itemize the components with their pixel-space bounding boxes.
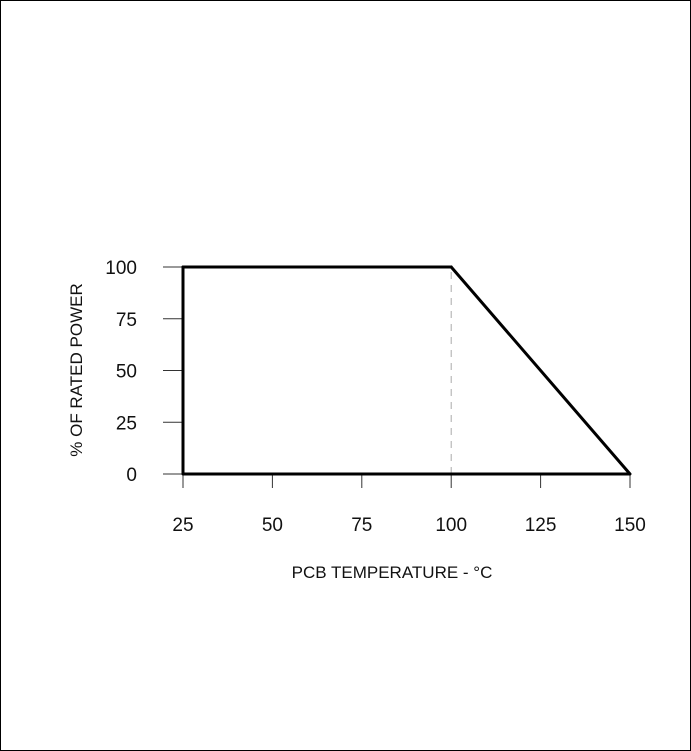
x-tick-label-25: 25 [172,515,193,536]
label-layer: 0 25 50 75 100 25 50 75 100 125 150 [105,258,646,536]
series-0-segment-2 [449,265,632,476]
x-tick-label-100: 100 [435,515,467,536]
x-tick-label-150: 150 [614,515,646,536]
y-tick-label-50: 50 [116,362,137,383]
x-tick-label-75: 75 [351,515,372,536]
y-tick-label-25: 25 [116,413,137,434]
y-axis-title: % OF RATED POWER [67,283,86,456]
axis-layer [163,266,631,488]
x-tick-label-125: 125 [525,515,557,536]
y-tick-label-75: 75 [116,310,137,331]
x-tick-label-50: 50 [262,515,283,536]
x-axis-title: PCB TEMPERATURE - °C [292,563,493,582]
curve-layer [181,265,632,476]
y-tick-label-0: 0 [126,465,137,486]
y-tick-label-100: 100 [105,258,137,279]
